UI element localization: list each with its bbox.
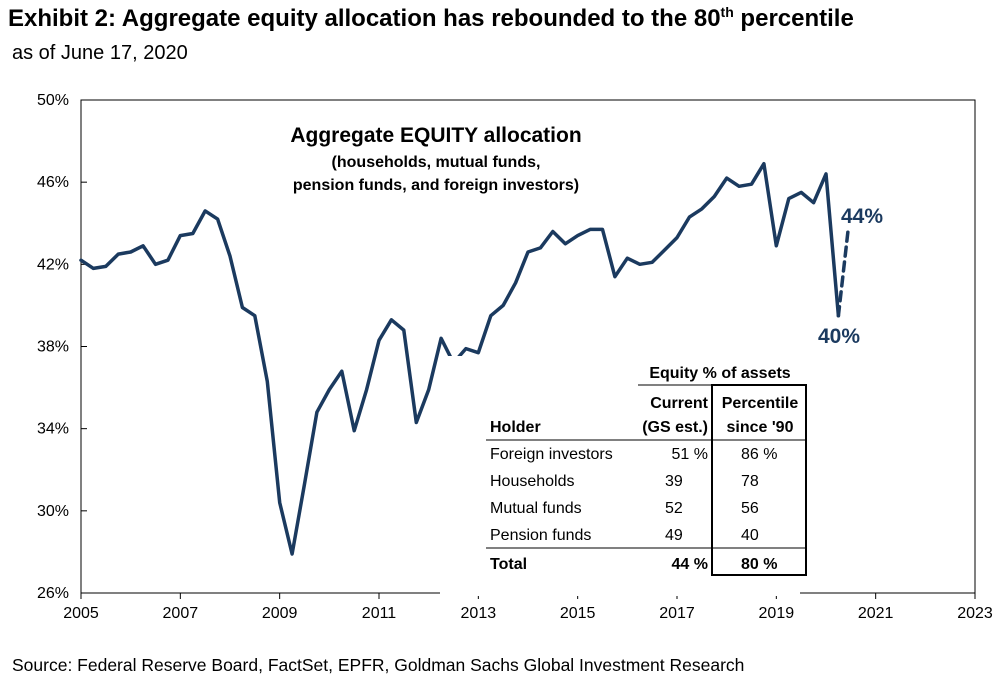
x-tick-label-9: 2023 bbox=[957, 605, 993, 622]
y-axis: 26% 30% 34% 38% 42% 46% 50% bbox=[37, 92, 87, 602]
x-tick-label-3: 2011 bbox=[362, 605, 397, 622]
x-tick-label-5: 2015 bbox=[560, 605, 596, 622]
series-layer bbox=[79, 161, 851, 556]
row-current-1: 39 bbox=[665, 473, 683, 490]
total-holder: Total bbox=[490, 556, 527, 573]
header-percentile: Percentile bbox=[722, 395, 799, 412]
row-holder-2: Mutual funds bbox=[490, 500, 582, 517]
total-current: 44 % bbox=[672, 556, 708, 573]
x-tick-label-4: 2013 bbox=[461, 605, 497, 622]
row-current-3: 49 bbox=[665, 527, 683, 544]
row-holder-0: Foreign investors bbox=[490, 446, 613, 463]
annotation-estimate: 44% bbox=[841, 205, 883, 228]
chart-title: Aggregate EQUITY allocation bbox=[290, 124, 581, 147]
annotation-trough: 40% bbox=[818, 325, 860, 348]
title-main: Exhibit 2: Aggregate equity allocation h… bbox=[8, 5, 721, 32]
x-tick-label-6: 2017 bbox=[659, 605, 695, 622]
row-percentile-3: 40 bbox=[741, 527, 759, 544]
x-tick-label-2: 2009 bbox=[262, 605, 298, 622]
table-group-header: Equity % of assets bbox=[649, 365, 790, 382]
chart-subtitle-line-2: pension funds, and foreign investors) bbox=[293, 177, 579, 194]
x-axis: 2005 2007 2009 2011 2013 2015 2017 2019 2021 2023 bbox=[63, 593, 993, 622]
header-since-90: since '90 bbox=[727, 419, 794, 436]
exhibit-subtitle: as of June 17, 2020 bbox=[12, 42, 188, 64]
row-percentile-0: 86 % bbox=[741, 446, 777, 463]
header-gs-est: (GS est.) bbox=[642, 419, 708, 436]
row-holder-1: Households bbox=[490, 473, 575, 490]
y-tick-label-3: 38% bbox=[37, 339, 69, 356]
source-note: Source: Federal Reserve Board, FactSet, … bbox=[12, 655, 745, 675]
y-tick-label-2: 34% bbox=[37, 421, 69, 438]
allocation-table: Equity % of assets Current (GS est.) Per… bbox=[440, 356, 807, 596]
row-current-2: 52 bbox=[665, 500, 683, 517]
x-tick-label-8: 2021 bbox=[858, 605, 894, 622]
row-percentile-1: 78 bbox=[741, 473, 759, 490]
series-line-aggregate-equity-allocation bbox=[79, 161, 841, 556]
x-tick-label-0: 2005 bbox=[63, 605, 99, 622]
y-tick-label-4: 42% bbox=[37, 256, 69, 273]
chart-subtitle-line-1: (households, mutual funds, bbox=[332, 154, 541, 171]
title-end: percentile bbox=[733, 5, 854, 32]
total-percentile: 80 % bbox=[741, 556, 777, 573]
x-tick-label-1: 2007 bbox=[163, 605, 199, 622]
header-holder: Holder bbox=[490, 419, 541, 436]
y-tick-label-0: 26% bbox=[37, 585, 69, 602]
y-tick-label-6: 50% bbox=[37, 92, 69, 109]
x-tick-label-7: 2019 bbox=[759, 605, 795, 622]
row-holder-3: Pension funds bbox=[490, 527, 591, 544]
exhibit-title: Exhibit 2: Aggregate equity allocation h… bbox=[8, 4, 854, 33]
series-line-estimate bbox=[836, 225, 851, 318]
row-percentile-2: 56 bbox=[741, 500, 759, 517]
y-tick-label-1: 30% bbox=[37, 503, 69, 520]
title-superscript: th bbox=[720, 4, 734, 20]
y-tick-label-5: 46% bbox=[37, 174, 69, 191]
header-current: Current bbox=[650, 395, 708, 412]
row-current-0: 51 % bbox=[672, 446, 708, 463]
